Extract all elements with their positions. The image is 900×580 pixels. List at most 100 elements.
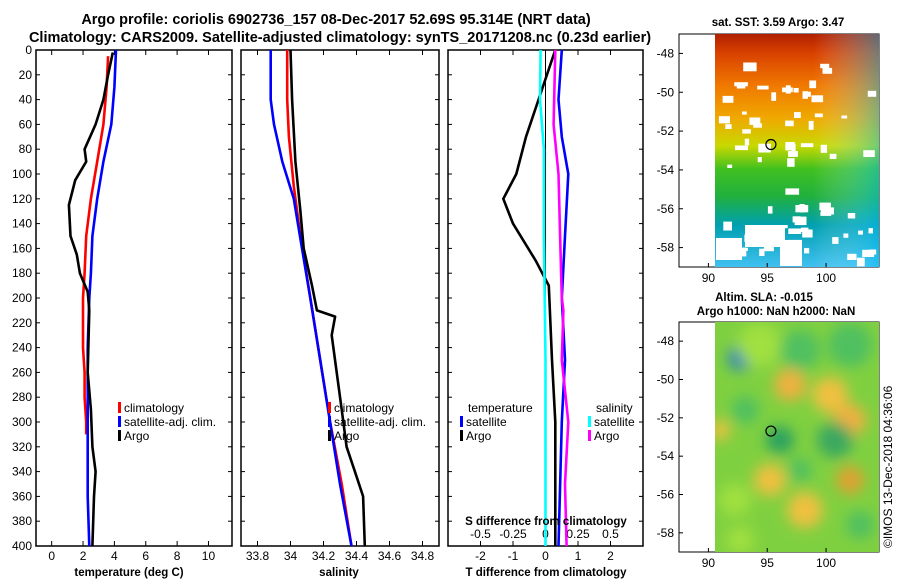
series-line-satellite-adj-clim- bbox=[269, 50, 353, 546]
map-lon-label: 100 bbox=[816, 271, 836, 285]
sst-map-field bbox=[715, 34, 879, 267]
map-lat-label: -52 bbox=[657, 124, 675, 138]
cloud-gap bbox=[847, 213, 856, 219]
legend-swatch-t-argo bbox=[460, 430, 463, 441]
sla-argo-location-marker bbox=[765, 425, 777, 437]
salinity-panel-frame bbox=[240, 49, 440, 547]
x-tick-label: 2 bbox=[80, 549, 87, 563]
series-line-s-argo bbox=[552, 50, 570, 546]
map-lat-label: -56 bbox=[657, 202, 675, 216]
depth-tick-label: 160 bbox=[12, 241, 32, 255]
depth-tick-label: 140 bbox=[12, 217, 32, 231]
map-lat-label: -48 bbox=[657, 334, 675, 348]
legend-swatch-satellite-adj bbox=[328, 416, 331, 427]
series-line-t-satellite bbox=[557, 50, 570, 546]
legend-swatch-climatology bbox=[328, 402, 331, 413]
sla-map-axes: -48 -50 -52 -54 -56 -58 90 95 100 bbox=[657, 334, 837, 570]
x-tick-label: 33.8 bbox=[246, 549, 270, 563]
cloud-gap bbox=[742, 129, 751, 134]
cloud-gap bbox=[736, 85, 746, 89]
x-tick-label: 1 bbox=[575, 549, 582, 563]
cloud-gap bbox=[743, 62, 757, 72]
cloud-gap bbox=[785, 120, 794, 127]
cloud-gap bbox=[758, 143, 771, 153]
legend-swatch-argo bbox=[118, 430, 121, 441]
temperature-panel-frame bbox=[35, 49, 233, 547]
legend-label-climatology: climatology bbox=[124, 401, 184, 415]
cloud-gap bbox=[722, 95, 734, 103]
depth-tick-label: 280 bbox=[12, 390, 32, 404]
legend-title-temperature: temperature bbox=[468, 401, 533, 415]
x-tick-label: 34.8 bbox=[411, 549, 435, 563]
depth-tick-label: 400 bbox=[12, 539, 32, 553]
x-tick-label: 34.6 bbox=[378, 549, 402, 563]
difference-series bbox=[501, 50, 570, 546]
difference-xlabel: T difference from climatology bbox=[465, 567, 627, 579]
cloud-gap bbox=[725, 124, 732, 129]
cloud-gap bbox=[782, 87, 793, 93]
x-tick-label: -1 bbox=[508, 549, 519, 563]
sla-blob bbox=[780, 330, 820, 370]
cloud-gap bbox=[868, 249, 877, 255]
cloud-gap bbox=[727, 164, 733, 168]
depth-tick-label: 80 bbox=[19, 142, 33, 156]
sla-map-field bbox=[715, 322, 879, 552]
sla-blob bbox=[774, 369, 806, 401]
sla-blob bbox=[754, 464, 786, 496]
temperature-xlabel: temperature (deg C) bbox=[74, 567, 183, 579]
cloud-gap bbox=[811, 95, 824, 103]
depth-tick-label: 0 bbox=[25, 43, 32, 57]
top-tick-label: -0.5 bbox=[470, 527, 491, 541]
legend-label-t-argo: Argo bbox=[466, 429, 492, 443]
x-tick-label: 8 bbox=[174, 549, 181, 563]
depth-tick-label: 300 bbox=[12, 415, 32, 429]
cloud-gap bbox=[794, 112, 801, 118]
depth-tick-label: 180 bbox=[12, 266, 32, 280]
cloud-gap bbox=[718, 116, 730, 124]
cloud-gap bbox=[723, 221, 732, 231]
legend-label-satellite-adj: satellite-adj. clim. bbox=[124, 415, 216, 429]
depth-tick-label: 240 bbox=[12, 341, 32, 355]
cloud-gap bbox=[808, 120, 814, 130]
cloud-gap bbox=[868, 228, 873, 234]
temperature-legend: climatology satellite-adj. clim. Argo bbox=[118, 401, 216, 443]
legend-swatch-argo bbox=[328, 430, 331, 441]
sst-map-cloud-gaps bbox=[716, 62, 877, 267]
cloud-gap bbox=[841, 115, 848, 119]
depth-tick-label: 260 bbox=[12, 365, 32, 379]
legend-swatch-climatology bbox=[118, 402, 121, 413]
map-lon-label: 90 bbox=[702, 271, 716, 285]
map-lat-label: -58 bbox=[657, 526, 675, 540]
sla-blob bbox=[836, 466, 864, 494]
sla-blob bbox=[766, 426, 794, 454]
map-lon-label: 95 bbox=[761, 556, 775, 570]
x-tick-label: 0 bbox=[48, 549, 55, 563]
x-tick-label: 34.4 bbox=[345, 549, 369, 563]
salinity-axes: 33.8 34 34.2 34.4 34.6 34.8 bbox=[241, 49, 439, 563]
cloud-gap bbox=[863, 150, 875, 157]
x-tick-label: 6 bbox=[142, 549, 149, 563]
legend-label-t-satellite: satellite bbox=[466, 415, 507, 429]
cloud-gap bbox=[771, 92, 777, 101]
cloud-gap bbox=[735, 145, 748, 151]
cloud-gap bbox=[832, 237, 839, 244]
sst-map-title: sat. SST: 3.59 Argo: 3.47 bbox=[712, 17, 845, 29]
sla-blob bbox=[846, 511, 874, 539]
depth-tick-label: 380 bbox=[12, 514, 32, 528]
difference-legend: temperature satellite Argo salinity sate… bbox=[460, 401, 635, 443]
cloud-gap bbox=[847, 253, 857, 260]
sla-blob bbox=[787, 492, 823, 528]
cloud-gap bbox=[795, 205, 809, 213]
series-line-argo bbox=[67, 52, 115, 546]
depth-tick-label: 360 bbox=[12, 489, 32, 503]
cloud-gap bbox=[843, 233, 849, 238]
legend-label-argo: Argo bbox=[334, 429, 360, 443]
series-line-s-satellite bbox=[538, 50, 547, 546]
sst-map-axes: -48 -50 -52 -54 -56 -58 90 95 100 bbox=[657, 46, 837, 285]
sla-blob bbox=[738, 323, 782, 367]
x-tick-label: 34 bbox=[284, 549, 298, 563]
depth-tick-label: 100 bbox=[12, 167, 32, 181]
cloud-gap bbox=[749, 117, 761, 125]
map-lat-label: -48 bbox=[657, 46, 675, 60]
salinity-series bbox=[269, 50, 367, 546]
